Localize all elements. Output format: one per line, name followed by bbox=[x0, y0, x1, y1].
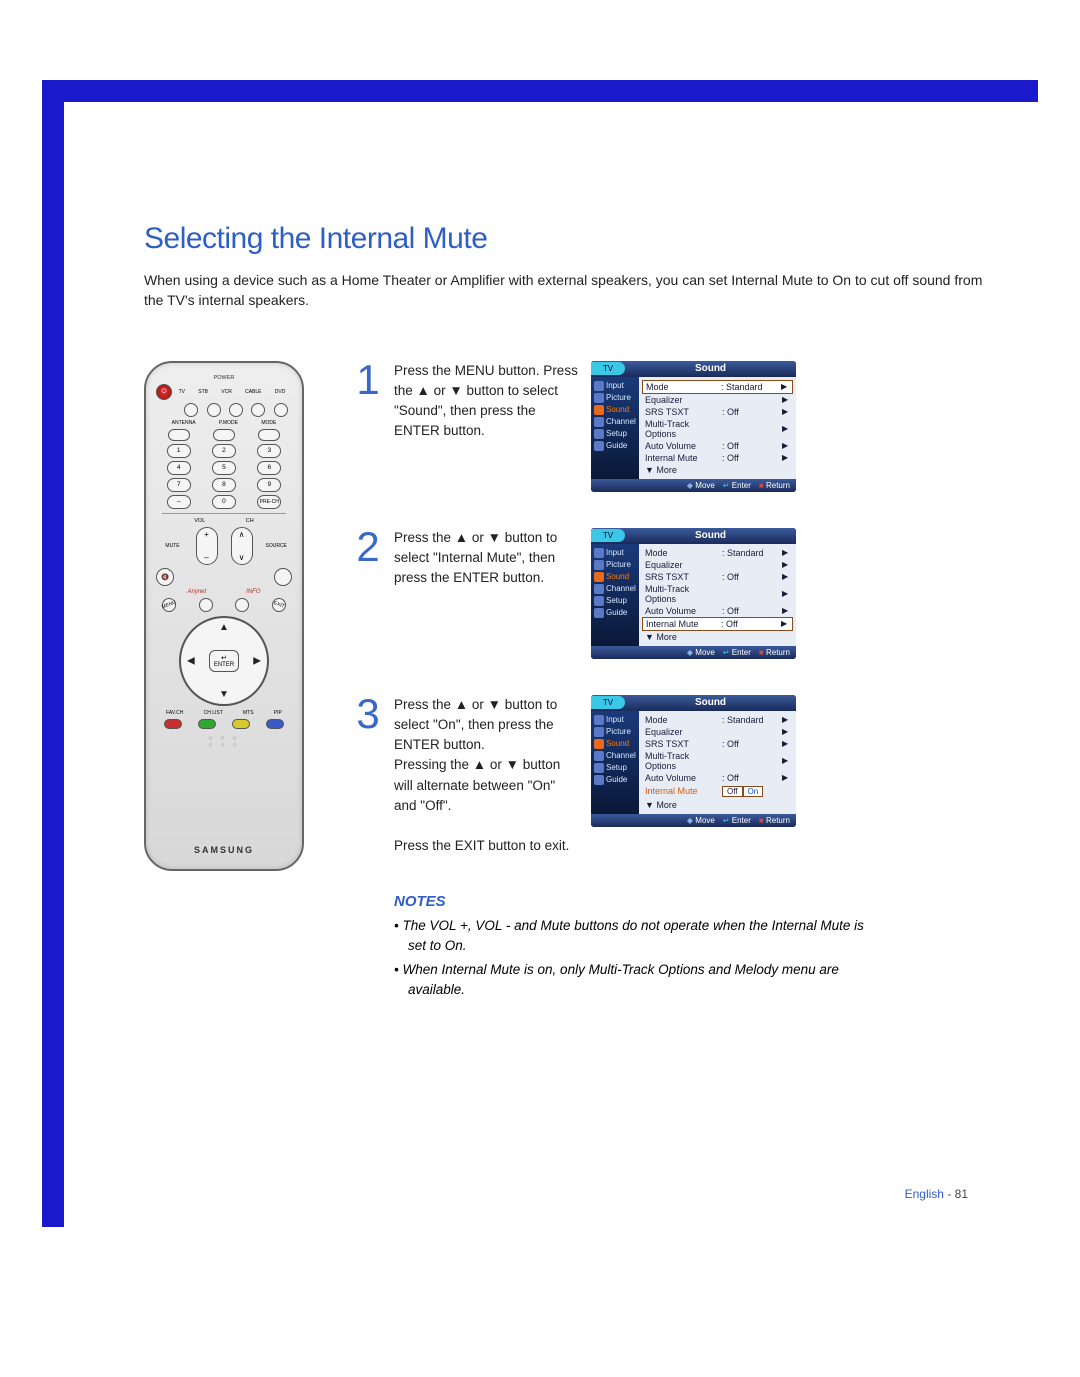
dash-button[interactable]: – bbox=[167, 495, 191, 509]
nav-right-icon: ▶ bbox=[253, 655, 261, 666]
nav-up-icon: ▲ bbox=[219, 622, 229, 633]
remote-control: POWER ⏻ TV STB VCR CABLE DVD bbox=[144, 361, 304, 871]
antenna-button[interactable] bbox=[168, 429, 190, 441]
main-layout: POWER ⏻ TV STB VCR CABLE DVD bbox=[144, 361, 988, 1005]
power-label: POWER bbox=[156, 375, 292, 381]
page-title: Selecting the Internal Mute bbox=[144, 222, 988, 256]
step-2: 2 Press the ▲ or ▼ button to select "Int… bbox=[354, 528, 988, 659]
mute-button[interactable]: 🔇 bbox=[156, 568, 174, 586]
vol-label: VOL bbox=[194, 518, 205, 524]
source-button[interactable] bbox=[274, 568, 292, 586]
num-5[interactable]: 5 bbox=[212, 461, 236, 475]
source-label: SOURCE bbox=[266, 543, 286, 549]
num-2[interactable]: 2 bbox=[212, 444, 236, 458]
nav-left-icon: ◀ bbox=[187, 655, 195, 666]
power-button[interactable]: ⏻ bbox=[156, 384, 172, 400]
nav-down-icon: ▼ bbox=[219, 689, 229, 700]
device-tv: TV bbox=[179, 389, 185, 395]
chlist-label: CH LIST bbox=[204, 710, 223, 716]
device-dvd: DVD bbox=[275, 389, 286, 395]
device-labels: TV STB VCR CABLE DVD bbox=[172, 389, 292, 395]
info-label: INFO bbox=[246, 589, 260, 595]
steps-column: 1 Press the MENU button. Press the ▲ or … bbox=[354, 361, 988, 1005]
note-1: The VOL +, VOL - and Mute buttons do not… bbox=[394, 916, 864, 957]
dots-row: ○ ○ ○○ ○ ○ bbox=[156, 735, 292, 749]
mode-label: MODE bbox=[261, 420, 276, 426]
num-0[interactable]: 0 bbox=[212, 495, 236, 509]
num-4[interactable]: 4 bbox=[167, 461, 191, 475]
step-1: 1 Press the MENU button. Press the ▲ or … bbox=[354, 361, 988, 492]
mode-button[interactable] bbox=[258, 429, 280, 441]
device-vcr: VCR bbox=[221, 389, 232, 395]
anynet-button[interactable] bbox=[199, 598, 213, 612]
footer-language: English bbox=[905, 1187, 944, 1201]
num-6[interactable]: 6 bbox=[257, 461, 281, 475]
antenna-label: ANTENNA bbox=[172, 420, 196, 426]
page-frame: Selecting the Internal Mute When using a… bbox=[42, 80, 1038, 1227]
red-button[interactable] bbox=[164, 719, 182, 729]
exit-button[interactable]: EXIT bbox=[270, 596, 288, 614]
step-3: 3 Press the ▲ or ▼ button to select "On"… bbox=[354, 695, 988, 857]
step-3-number: 3 bbox=[354, 695, 382, 733]
step-1-text: Press the MENU button. Press the ▲ or ▼ … bbox=[394, 361, 579, 442]
device-stb: STB bbox=[198, 389, 208, 395]
favch-label: FAV.CH bbox=[166, 710, 183, 716]
mute-label: MUTE bbox=[163, 543, 183, 549]
step-3-text: Press the ▲ or ▼ button to select "On", … bbox=[394, 695, 579, 857]
mts-label: MTS bbox=[243, 710, 254, 716]
yellow-button[interactable] bbox=[232, 719, 250, 729]
green-button[interactable] bbox=[198, 719, 216, 729]
enter-button[interactable]: ↵ENTER bbox=[209, 650, 239, 672]
pip-label: PIP bbox=[274, 710, 282, 716]
remote-column: POWER ⏻ TV STB VCR CABLE DVD bbox=[144, 361, 319, 1005]
vol-rocker[interactable]: +– bbox=[196, 527, 218, 565]
ch-label: CH bbox=[246, 518, 254, 524]
osd-screen-3: TVSoundInputPictureSoundChannelSetupGuid… bbox=[591, 695, 796, 827]
pmode-label: P.MODE bbox=[219, 420, 238, 426]
num-9[interactable]: 9 bbox=[257, 478, 281, 492]
notes-list: The VOL +, VOL - and Mute buttons do not… bbox=[394, 916, 864, 1001]
step-1-number: 1 bbox=[354, 361, 382, 399]
brand-label: SAMSUNG bbox=[146, 845, 302, 855]
num-8[interactable]: 8 bbox=[212, 478, 236, 492]
num-7[interactable]: 7 bbox=[167, 478, 191, 492]
nav-pad[interactable]: ▲ ▼ ◀ ▶ ↵ENTER bbox=[179, 616, 269, 706]
intro-text: When using a device such as a Home Theat… bbox=[144, 270, 988, 311]
footer-page-number: - 81 bbox=[947, 1187, 968, 1201]
device-select-4[interactable] bbox=[251, 403, 265, 417]
osd-screen-1: TVSoundInputPictureSoundChannelSetupGuid… bbox=[591, 361, 796, 492]
anynet-label: Anynet bbox=[187, 589, 206, 595]
step-2-text: Press the ▲ or ▼ button to select "Inter… bbox=[394, 528, 579, 589]
notes-section: NOTES The VOL +, VOL - and Mute buttons … bbox=[394, 893, 864, 1001]
device-select-2[interactable] bbox=[207, 403, 221, 417]
prech-button[interactable]: PRE-CH bbox=[257, 495, 281, 509]
menu-button[interactable]: MENU bbox=[160, 596, 178, 614]
device-select-3[interactable] bbox=[229, 403, 243, 417]
page-footer: English - 81 bbox=[905, 1187, 968, 1201]
info-button[interactable] bbox=[235, 598, 249, 612]
device-select-1[interactable] bbox=[184, 403, 198, 417]
note-2: When Internal Mute is on, only Multi-Tra… bbox=[394, 960, 864, 1001]
num-1[interactable]: 1 bbox=[167, 444, 191, 458]
blue-button[interactable] bbox=[266, 719, 284, 729]
device-select-5[interactable] bbox=[274, 403, 288, 417]
osd-screen-2: TVSoundInputPictureSoundChannelSetupGuid… bbox=[591, 528, 796, 659]
step-2-number: 2 bbox=[354, 528, 382, 566]
num-3[interactable]: 3 bbox=[257, 444, 281, 458]
notes-heading: NOTES bbox=[394, 893, 864, 910]
pmode-button[interactable] bbox=[213, 429, 235, 441]
ch-rocker[interactable]: ∧∨ bbox=[231, 527, 253, 565]
device-cable: CABLE bbox=[245, 389, 261, 395]
